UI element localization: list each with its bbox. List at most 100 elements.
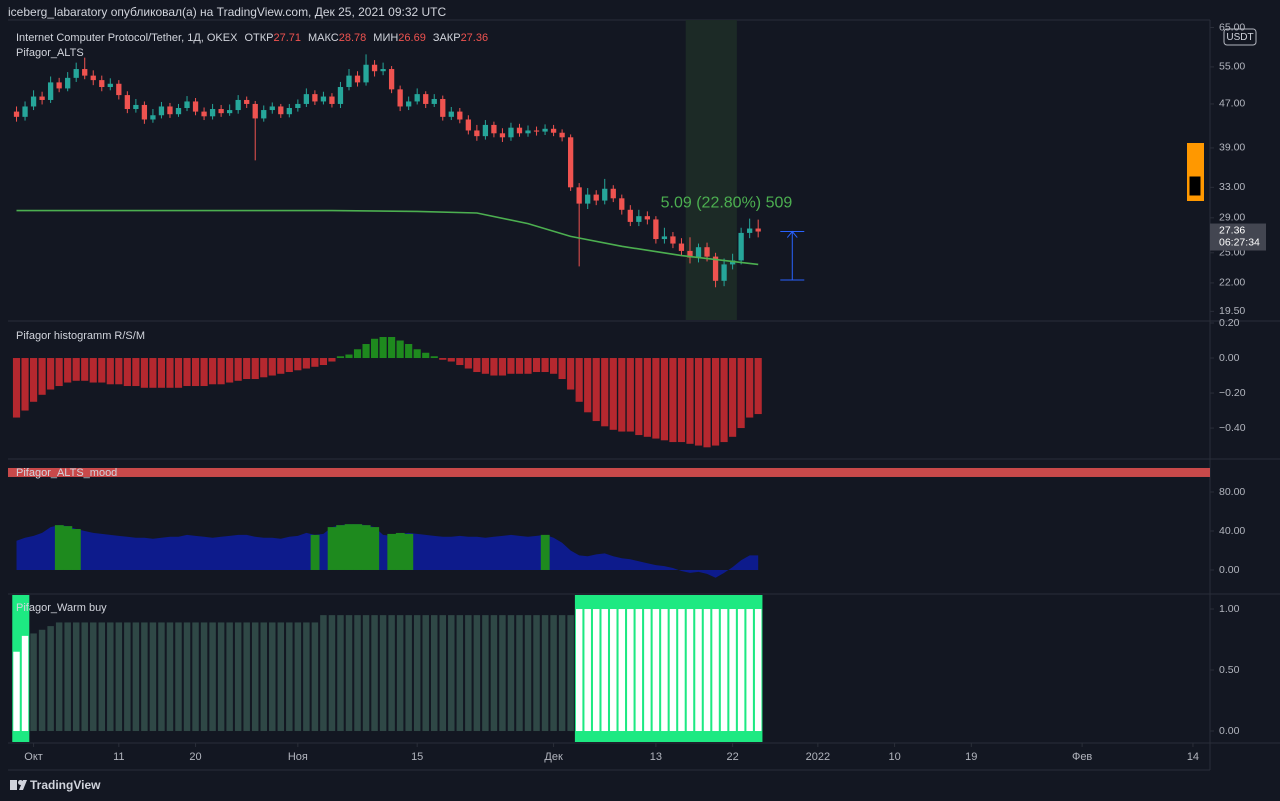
mood-highlight [63,526,73,570]
warm-bar [541,615,549,732]
candle-body [661,236,668,240]
warm-bar [635,609,643,732]
histogram-bar [234,358,242,381]
candle-body [354,75,361,83]
histogram-bar [430,356,438,359]
y-tick-label: 1.00 [1219,603,1240,615]
histogram-bar [174,358,183,388]
legend-label: ОТКР [244,32,273,44]
candle-body [729,260,736,265]
mood-highlight [71,529,81,570]
candle-body [252,103,258,119]
legend-value: 26.69 [398,32,426,44]
candle-body [303,94,310,104]
candle-body [533,130,540,132]
candle-body [559,132,565,138]
logo-part [10,780,17,790]
histogram-bar [592,358,600,422]
y-tick-label: 19.50 [1219,305,1245,317]
warm-bar [277,622,285,732]
histogram-bar [183,358,191,387]
warm-bar [720,609,728,732]
histogram-bar [601,358,609,427]
mood-highlight [361,525,371,570]
candle-body [687,250,693,258]
mood-highlight [327,527,337,570]
warm-bar [354,615,361,732]
footer-logo[interactable]: TradingView [10,778,101,792]
histogram-bar [669,358,677,443]
candle-body [320,96,327,102]
measure-arrowhead [786,230,798,238]
candle-body [56,82,62,89]
warm-bar [158,622,165,732]
candle-body [158,106,165,116]
warm-bar [567,615,574,732]
mood-highlight [54,525,64,570]
x-tick-label: 20 [189,751,201,763]
warm-bar [371,615,378,732]
histogram-bar [29,358,38,402]
candle-body [337,87,344,104]
mood-highlight [344,524,354,570]
histogram-bar [686,358,694,444]
histogram-bar [754,358,762,415]
warm-bar [21,635,29,732]
candle-body [133,104,139,110]
warm-bar [362,615,370,732]
candle-body [678,243,685,251]
candle-body [525,130,531,134]
candle-body [82,69,88,76]
candle-body [542,128,548,132]
candle-body [406,101,412,107]
histogram-bar [575,358,583,402]
mood-highlight [540,534,550,570]
warm-bar [439,615,447,732]
x-tick-label: 2022 [806,751,830,763]
warm-bar [30,633,37,732]
histogram-bar [618,358,626,432]
warm-bar [678,609,685,732]
histogram-bar [12,358,21,418]
histogram-bar [737,358,745,429]
y-tick-label: −0.40 [1219,422,1246,434]
warm-bar [107,622,114,732]
histogram-bar [711,358,720,446]
warm-bar [516,615,523,732]
y-tick-label: 29.00 [1219,212,1245,224]
candle-body [576,187,582,204]
histogram-bar [209,358,217,385]
warm-bar [473,615,481,732]
candle-body [261,110,267,119]
countdown: 06:27:34 [1219,236,1260,248]
histogram-bar [413,349,421,359]
histogram-bar [532,358,541,373]
currency-box[interactable] [1223,28,1257,46]
histogram-bar [660,358,668,441]
histogram-bar [370,338,379,359]
histogram-bar [81,358,89,381]
warm-bar [311,622,319,732]
warm-bar [141,622,148,732]
moving-average [16,209,759,266]
candle-body [482,124,489,137]
y-tick-label: 55.00 [1219,61,1245,73]
histogram-bar [447,358,455,362]
y-tick-label: 40.00 [1219,525,1245,537]
histogram-bar [294,358,302,371]
histogram-bar [47,358,55,390]
histogram-bar [328,358,336,362]
candle-body [209,109,216,117]
warm-bar [251,622,259,732]
candle-body [653,219,659,240]
candle-body [99,80,105,88]
y-tick-label: 39.00 [1219,142,1245,154]
warm-bar [746,609,753,732]
candle-body [184,101,190,108]
candle-body [431,98,437,104]
legend: Internet Computer Protocol/Tether, 1Д, O… [16,32,488,44]
measure-label: 5.09 (22.80%) 509 [661,195,793,212]
warm-bar [260,622,267,732]
warm-bar [456,615,464,732]
